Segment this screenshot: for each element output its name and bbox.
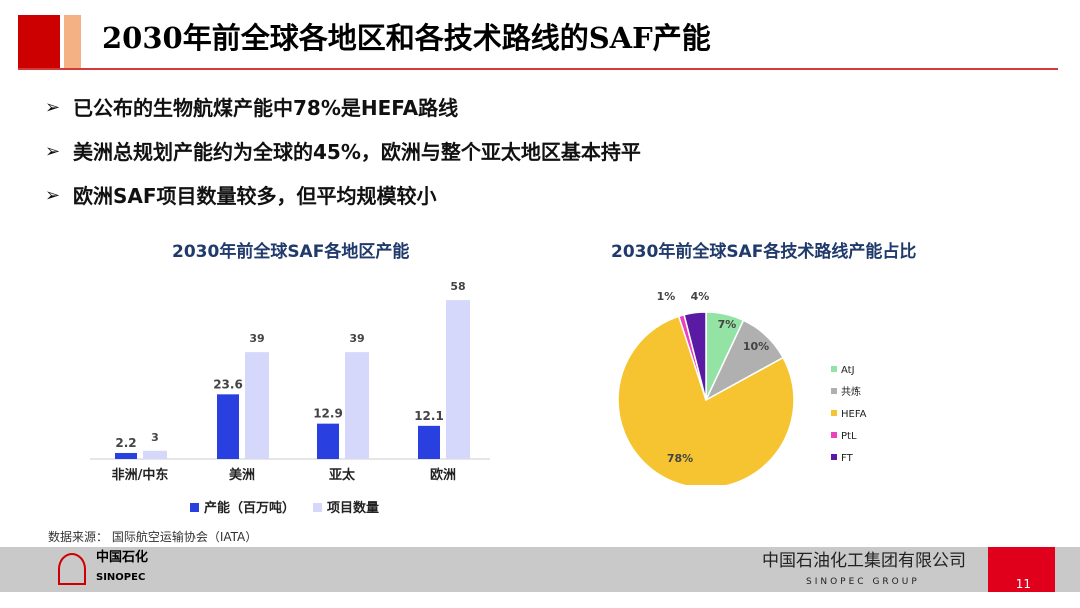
bullet-item: ➢ 美洲总规划产能约为全球的45%，欧洲与整个亚太地区基本持平 — [45, 130, 641, 174]
legend-swatch — [190, 503, 199, 512]
pie-slice-HEFA — [617, 315, 795, 485]
arrow-icon: ➢ — [45, 141, 61, 162]
title-red-block — [18, 15, 60, 69]
bullet-text: 美洲总规划产能约为全球的45%，欧洲与整个亚太地区基本持平 — [73, 140, 641, 164]
data-label: 39 — [249, 332, 264, 345]
bar-capacity — [217, 394, 239, 459]
company-name-cn: 中国石油化工集团有限公司 — [762, 551, 966, 571]
legend-swatch — [831, 388, 837, 394]
legend-label: 产能（百万吨） — [204, 500, 295, 516]
data-label: 2.2 — [115, 436, 136, 450]
data-label: 12.9 — [313, 407, 343, 421]
source-note: 数据来源： 国际航空运输协会（IATA） — [48, 530, 258, 544]
bullet-text: 已公布的生物航煤产能中78%是HEFA路线 — [73, 96, 459, 120]
bar-chart: 2.2 3 非洲/中东 23.6 39 美洲 12.9 39 亚太 12.1 58 欧洲产能（百万吨）… — [90, 280, 490, 516]
page-number: 11 — [1015, 576, 1031, 591]
footer-bar: 中国石化 SINOPEC 中国石油化工集团有限公司 SINOPEC GROUP … — [0, 547, 1080, 592]
bullet-item: ➢ 欧洲SAF项目数量较多，但平均规模较小 — [45, 174, 641, 218]
legend-swatch — [831, 432, 837, 438]
legend-swatch — [831, 454, 837, 460]
pie-chart: 7% AtJ 10% 共炼 78% HEFA 1% PtL 4% FT — [617, 290, 867, 485]
logo-cn: 中国石化 — [96, 550, 149, 565]
bar-capacity — [317, 423, 339, 459]
arrow-icon: ➢ — [45, 97, 61, 118]
company-name-en: SINOPEC GROUP — [806, 577, 920, 587]
bar-projects — [446, 300, 470, 459]
legend-label: 项目数量 — [327, 500, 379, 516]
legend-label: HEFA — [841, 409, 867, 420]
data-label: 39 — [349, 332, 364, 345]
title-orange-block — [64, 15, 81, 69]
data-label: 12.1 — [414, 409, 444, 423]
logo-en: SINOPEC — [96, 572, 146, 583]
legend-swatch — [831, 410, 837, 416]
arrow-icon: ➢ — [45, 185, 61, 206]
data-label: 23.6 — [213, 377, 243, 391]
sinopec-logo — [58, 553, 86, 585]
bar-capacity — [115, 452, 137, 459]
bullet-list: ➢ 已公布的生物航煤产能中78%是HEFA路线 ➢ 美洲总规划产能约为全球的45%，… — [45, 86, 641, 218]
legend-label: FT — [841, 453, 854, 464]
x-tick-label: 非洲/中东 — [112, 467, 169, 483]
legend-label: 共炼 — [841, 385, 861, 398]
x-tick-label: 欧洲 — [430, 467, 456, 483]
pie-slice-FT — [683, 311, 707, 401]
bar-projects — [143, 450, 167, 459]
bar-chart-title: 2030年前全球SAF各地区产能 — [172, 242, 410, 262]
slice-label: 4% — [691, 290, 710, 303]
footer-red-block: 11 — [988, 547, 1055, 592]
slice-label: 1% — [657, 290, 676, 303]
data-label: 58 — [450, 280, 465, 293]
legend-swatch — [313, 503, 323, 512]
bullet-item: ➢ 已公布的生物航煤产能中78%是HEFA路线 — [45, 86, 641, 130]
x-tick-label: 亚太 — [329, 467, 356, 483]
slice-label: 10% — [743, 340, 769, 353]
legend-label: PtL — [841, 431, 857, 442]
bar-projects — [345, 352, 369, 459]
bar-capacity — [418, 425, 440, 459]
x-tick-label: 美洲 — [229, 467, 255, 483]
slice-label: 78% — [667, 452, 693, 465]
legend-label: AtJ — [841, 365, 855, 376]
bar-projects — [245, 352, 269, 459]
page-title: 2030年前全球各地区和各技术路线的SAF产能 — [102, 21, 711, 55]
legend-swatch — [831, 366, 837, 372]
data-label: 3 — [151, 431, 159, 444]
pie-chart-title: 2030年前全球SAF各技术路线产能占比 — [611, 242, 917, 262]
bullet-text: 欧洲SAF项目数量较多，但平均规模较小 — [73, 184, 437, 208]
slice-label: 7% — [718, 318, 737, 331]
title-underline — [18, 68, 1058, 70]
